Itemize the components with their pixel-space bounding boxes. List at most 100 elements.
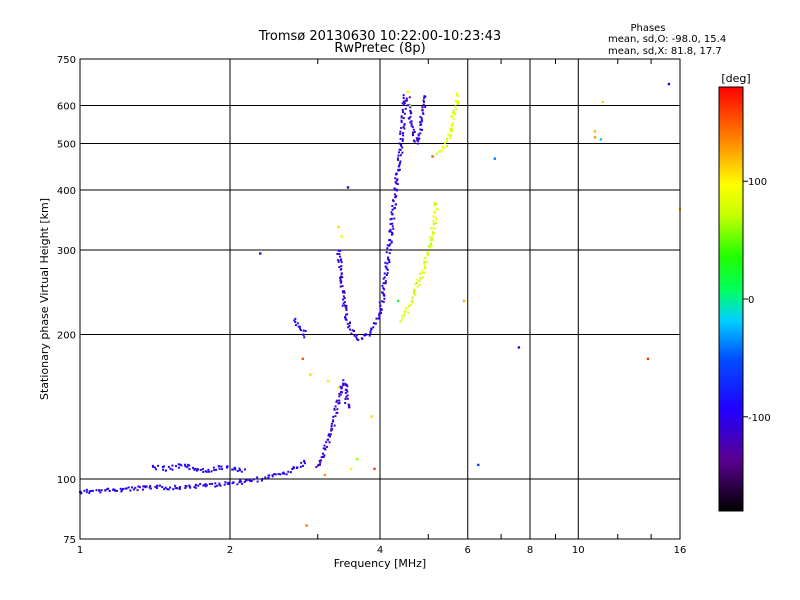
data-point (380, 312, 383, 315)
data-point (393, 217, 396, 220)
data-point (326, 438, 329, 441)
data-point (398, 162, 401, 165)
data-point (419, 128, 422, 131)
data-point (405, 306, 408, 309)
y-tick-label: 100 (57, 475, 76, 486)
data-point (214, 485, 217, 488)
data-point (357, 338, 360, 341)
data-point (398, 142, 401, 145)
colorbar-tick-label: 100 (748, 177, 767, 188)
data-point (402, 134, 405, 137)
data-point (129, 489, 132, 492)
data-point (197, 468, 200, 471)
data-point (427, 250, 430, 253)
data-point (223, 483, 226, 486)
colorbar-gradient (718, 86, 744, 512)
data-point (403, 101, 406, 104)
data-point (431, 236, 434, 239)
data-point (412, 128, 415, 131)
data-point (431, 155, 434, 158)
data-point (236, 483, 239, 486)
data-point (441, 145, 444, 148)
data-point (399, 154, 402, 157)
data-point (421, 109, 424, 112)
data-point (142, 485, 145, 488)
data-point (303, 462, 306, 465)
data-point (346, 397, 349, 400)
colorbar-label: [deg] (721, 72, 750, 85)
data-point (293, 319, 296, 322)
data-point (436, 208, 439, 211)
data-point (330, 429, 333, 432)
data-point (202, 470, 205, 473)
data-point (180, 464, 183, 467)
data-point (294, 324, 297, 327)
data-point (205, 484, 208, 487)
data-point (342, 382, 345, 385)
data-point (218, 482, 221, 485)
data-point (322, 452, 325, 455)
data-point (309, 373, 312, 376)
data-point (85, 491, 88, 494)
data-point (404, 99, 407, 102)
data-point (451, 122, 454, 125)
data-point (435, 207, 438, 210)
data-point (300, 461, 303, 464)
data-point (167, 488, 170, 491)
data-point (318, 463, 321, 466)
data-point (361, 337, 364, 340)
y-tick-label: 200 (57, 331, 76, 342)
data-point (430, 242, 433, 245)
data-point (432, 219, 435, 222)
data-point (427, 245, 430, 248)
data-point (384, 282, 387, 285)
data-point (420, 269, 423, 272)
data-point (344, 402, 347, 405)
data-point (454, 99, 457, 102)
data-point (452, 111, 455, 114)
data-point (137, 485, 140, 488)
data-point (380, 308, 383, 311)
data-point (234, 468, 237, 471)
data-point (646, 357, 650, 361)
data-point (416, 139, 419, 142)
data-point (447, 133, 450, 136)
data-point (448, 129, 451, 132)
data-point (336, 408, 339, 411)
data-point (238, 481, 241, 484)
data-point (368, 334, 371, 337)
data-point (393, 187, 396, 190)
data-point (391, 208, 394, 211)
data-point (412, 139, 415, 142)
data-point (394, 196, 397, 199)
data-point (267, 477, 270, 480)
data-point (421, 276, 424, 279)
data-point (400, 116, 403, 119)
data-point (452, 117, 455, 120)
data-point (167, 465, 170, 468)
data-point (193, 485, 196, 488)
data-point (389, 230, 392, 233)
data-point (407, 304, 410, 307)
data-point (394, 188, 397, 191)
chart-subtitle: RwPretec (8p) (334, 41, 425, 56)
data-point (187, 463, 190, 466)
data-point (213, 469, 216, 472)
data-point (387, 256, 390, 259)
data-point (409, 303, 412, 306)
data-point (338, 399, 341, 402)
data-point (384, 265, 387, 268)
data-point (379, 309, 382, 312)
data-point (315, 465, 318, 468)
data-point (83, 489, 86, 492)
data-point (386, 272, 389, 275)
data-point (391, 222, 394, 225)
data-point (292, 467, 295, 470)
data-point (341, 285, 344, 288)
data-point (340, 280, 343, 283)
data-point (203, 484, 206, 487)
data-point (342, 384, 345, 387)
data-point (449, 137, 452, 140)
data-point (409, 121, 412, 124)
data-point (274, 473, 277, 476)
